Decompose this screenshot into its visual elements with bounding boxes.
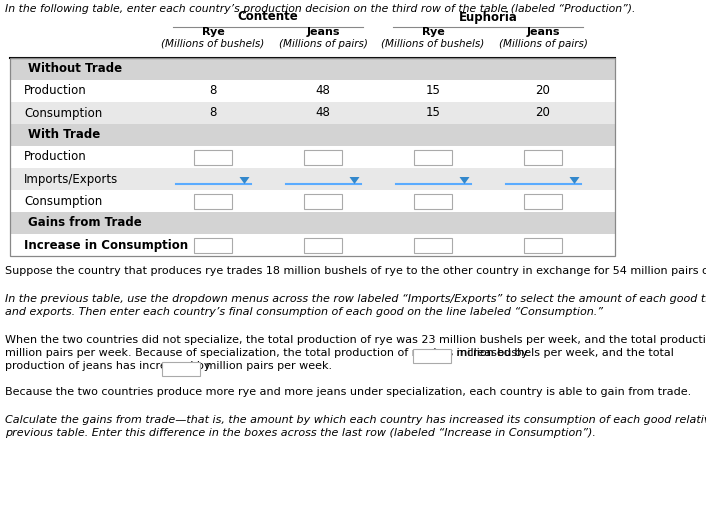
Bar (194, 150, 232, 164)
Text: (Millions of bushels): (Millions of bushels) (162, 39, 265, 49)
Text: 15: 15 (426, 107, 441, 120)
Text: Increase in Consumption: Increase in Consumption (24, 238, 188, 251)
Bar (10, 168, 615, 190)
Text: (Millions of pairs): (Millions of pairs) (279, 39, 367, 49)
Text: Rye: Rye (421, 27, 444, 37)
Bar (162, 362, 201, 376)
Text: 8: 8 (209, 85, 217, 98)
Text: Production: Production (24, 151, 87, 163)
Text: 15: 15 (426, 85, 441, 98)
Text: Calculate the gains from trade—that is, the amount by which each country has inc: Calculate the gains from trade—that is, … (5, 415, 706, 425)
Bar (304, 237, 342, 253)
Text: 48: 48 (316, 107, 330, 120)
Polygon shape (239, 177, 249, 184)
Text: (Millions of bushels): (Millions of bushels) (381, 39, 484, 49)
Bar (194, 237, 232, 253)
Text: Jeans: Jeans (526, 27, 560, 37)
Text: production of jeans has increased by: production of jeans has increased by (5, 361, 214, 371)
Text: Jeans: Jeans (306, 27, 340, 37)
Text: When the two countries did not specialize, the total production of rye was 23 mi: When the two countries did not specializ… (5, 335, 706, 345)
Text: Production: Production (24, 85, 87, 98)
Text: Imports/Exports: Imports/Exports (24, 173, 118, 185)
Bar (10, 190, 615, 212)
Bar (10, 234, 615, 256)
Text: (Millions of pairs): (Millions of pairs) (498, 39, 587, 49)
Bar (414, 237, 452, 253)
Bar (10, 124, 615, 146)
Text: Without Trade: Without Trade (28, 62, 122, 76)
Text: million pairs per week. Because of specialization, the total production of rye h: million pairs per week. Because of speci… (5, 348, 532, 358)
Bar (10, 80, 615, 102)
Text: Euphoria: Euphoria (459, 10, 517, 24)
Text: million pairs per week.: million pairs per week. (202, 361, 333, 371)
Text: 20: 20 (536, 85, 551, 98)
Text: Gains from Trade: Gains from Trade (28, 216, 142, 229)
Text: With Trade: With Trade (28, 129, 100, 142)
Bar (10, 146, 615, 168)
Text: Suppose the country that produces rye trades 18 million bushels of rye to the ot: Suppose the country that produces rye tr… (5, 266, 706, 276)
Polygon shape (349, 177, 359, 184)
Text: and exports. Then enter each country’s final consumption of each good on the lin: and exports. Then enter each country’s f… (5, 307, 603, 317)
Text: Consumption: Consumption (24, 194, 102, 207)
Bar (413, 349, 451, 363)
Bar (304, 194, 342, 208)
Polygon shape (460, 177, 469, 184)
Text: 20: 20 (536, 107, 551, 120)
Text: previous table. Enter this difference in the boxes across the last row (labeled : previous table. Enter this difference in… (5, 428, 596, 438)
Bar (10, 58, 615, 256)
Bar (10, 58, 615, 80)
Text: In the previous table, use the dropdown menus across the row labeled “Imports/Ex: In the previous table, use the dropdown … (5, 294, 706, 304)
Bar (524, 194, 562, 208)
Text: 48: 48 (316, 85, 330, 98)
Bar (194, 194, 232, 208)
Text: Rye: Rye (202, 27, 225, 37)
Bar (10, 212, 615, 234)
Bar (524, 237, 562, 253)
Bar (414, 194, 452, 208)
Bar (414, 150, 452, 164)
Bar (10, 102, 615, 124)
Text: Contente: Contente (238, 10, 299, 24)
Text: Consumption: Consumption (24, 107, 102, 120)
Text: million bushels per week, and the total: million bushels per week, and the total (453, 348, 674, 358)
Text: In the following table, enter each country’s production decision on the third ro: In the following table, enter each count… (5, 4, 635, 14)
Polygon shape (570, 177, 580, 184)
Bar (304, 150, 342, 164)
Text: 8: 8 (209, 107, 217, 120)
Text: Because the two countries produce more rye and more jeans under specialization, : Because the two countries produce more r… (5, 387, 691, 397)
Bar (524, 150, 562, 164)
